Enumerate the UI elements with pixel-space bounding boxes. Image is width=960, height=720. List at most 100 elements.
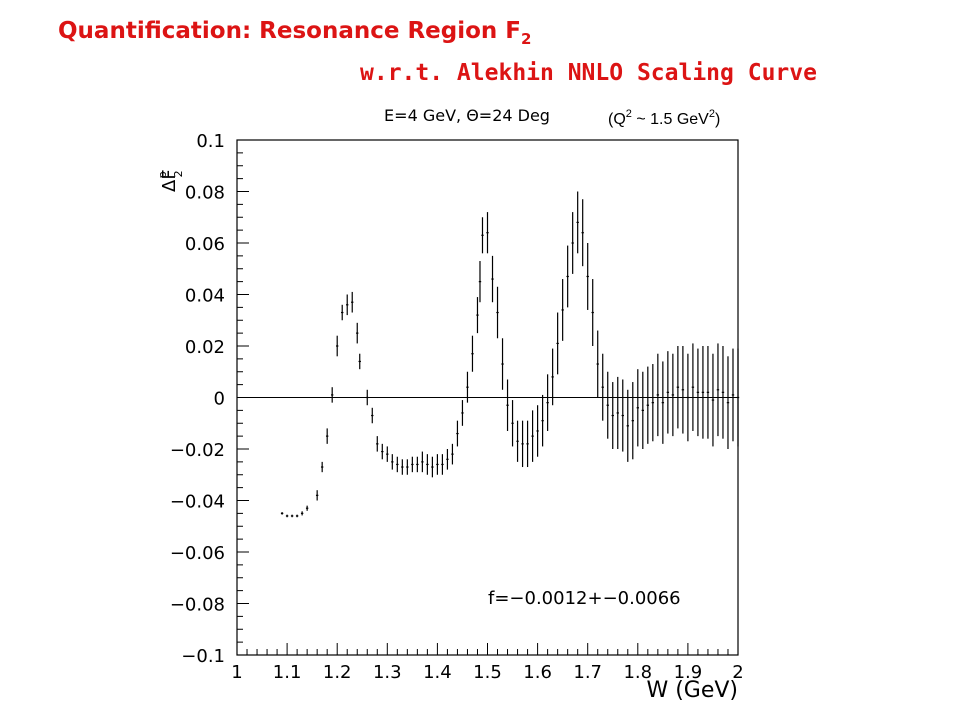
data-point — [541, 394, 544, 447]
data-point — [456, 420, 459, 447]
y-tick-label: −0.06 — [170, 543, 225, 564]
data-point — [356, 322, 359, 344]
data-point — [396, 456, 399, 473]
data-point — [491, 255, 494, 303]
data-point — [736, 348, 740, 447]
data-point — [325, 428, 329, 444]
data-point — [486, 212, 489, 254]
data-point — [436, 454, 439, 475]
data-point — [386, 446, 389, 462]
data-point — [290, 514, 294, 518]
x-tick-label: 1 — [231, 662, 242, 683]
x-tick-label: 1.2 — [323, 662, 352, 683]
data-point — [501, 338, 504, 390]
data-point — [516, 420, 519, 462]
data-point — [300, 511, 304, 516]
data-point — [411, 456, 414, 473]
data-point — [330, 387, 334, 403]
y-tick-label: −0.1 — [181, 646, 225, 667]
data-point — [706, 346, 710, 439]
x-tick-label: 1.9 — [674, 662, 703, 683]
x-tick-label: 1.1 — [273, 662, 302, 683]
x-axis-label: W (GeV) — [646, 678, 738, 703]
data-point — [676, 346, 680, 429]
y-axis-label-sup: p — [156, 171, 169, 178]
data-point — [696, 348, 700, 437]
x-tick-label: 1.6 — [523, 662, 552, 683]
data-point — [701, 346, 705, 439]
data-point — [426, 454, 429, 475]
data-point — [611, 382, 614, 449]
data-point — [691, 343, 695, 431]
data-point — [721, 346, 725, 439]
fit-annotation: f=−0.0012+−0.0066 — [488, 588, 681, 609]
data-point — [531, 410, 534, 462]
data-point — [471, 335, 474, 372]
data-point — [596, 330, 599, 398]
data-point — [546, 374, 549, 431]
slide-title-line2: w.r.t. Alekhin NNLO Scaling Curve — [360, 60, 817, 86]
data-point — [731, 348, 735, 442]
data-point — [358, 353, 361, 370]
data-point — [576, 191, 579, 254]
slide-title-line1: Quantification: Resonance Region F2 — [58, 18, 531, 48]
data-point — [406, 459, 409, 475]
data-point — [431, 456, 434, 478]
q2-note-suffix: ) — [715, 111, 720, 128]
data-point — [571, 212, 574, 274]
x-tick-label: 1.7 — [573, 662, 602, 683]
y-axis-label-main: ΔF — [159, 169, 180, 192]
y-tick-label: −0.08 — [170, 595, 225, 616]
data-point — [686, 353, 690, 442]
y-tick-label: 0.06 — [185, 234, 225, 255]
data-point — [641, 371, 645, 449]
x-tick-label: 1.3 — [373, 662, 402, 683]
data-point — [601, 353, 604, 421]
q2-note-sup2: 2 — [709, 108, 715, 120]
ticks-group: 0.1 0.08 0.06 0.04 0.02 0 −0.02 −0.04 −0.06 −0.08… — [170, 131, 744, 683]
data-point — [616, 376, 619, 449]
data-points-group — [280, 191, 740, 518]
y-tick-label: 0 — [214, 389, 225, 410]
data-point — [666, 351, 670, 434]
data-point — [711, 353, 715, 447]
data-point — [366, 389, 369, 406]
slide-title-subscript: 2 — [521, 30, 532, 48]
data-point — [536, 405, 539, 457]
data-point — [351, 291, 354, 313]
data-point — [416, 456, 419, 473]
data-point — [280, 512, 284, 515]
data-point — [631, 382, 634, 460]
data-point — [581, 199, 584, 267]
data-point — [336, 335, 339, 357]
data-point — [481, 217, 484, 254]
data-point — [341, 304, 344, 321]
data-point — [521, 420, 524, 468]
y-axis-label: ΔFp 2 — [156, 169, 185, 192]
data-point — [566, 245, 569, 308]
data-point — [320, 461, 324, 473]
data-point — [285, 514, 289, 518]
data-point — [441, 454, 444, 475]
data-point — [476, 297, 479, 334]
data-point — [295, 514, 299, 518]
data-point — [626, 389, 629, 462]
data-point — [591, 279, 594, 346]
data-point — [446, 449, 449, 470]
q2-note-prefix: (Q — [608, 111, 626, 128]
data-point — [551, 348, 554, 406]
data-point — [451, 443, 454, 465]
data-point — [421, 451, 424, 473]
data-point — [661, 361, 665, 444]
data-point — [561, 279, 564, 341]
data-point — [511, 400, 514, 447]
chart-title: E=4 GeV, Θ=24 Deg — [384, 106, 550, 125]
data-point — [496, 286, 499, 339]
x-tick-label: 2 — [732, 662, 743, 683]
data-point — [466, 371, 469, 403]
data-point — [526, 420, 529, 468]
slide-title-text: Quantification: Resonance Region F — [58, 18, 522, 44]
y-tick-label: 0.08 — [185, 183, 225, 204]
data-point — [305, 505, 309, 511]
